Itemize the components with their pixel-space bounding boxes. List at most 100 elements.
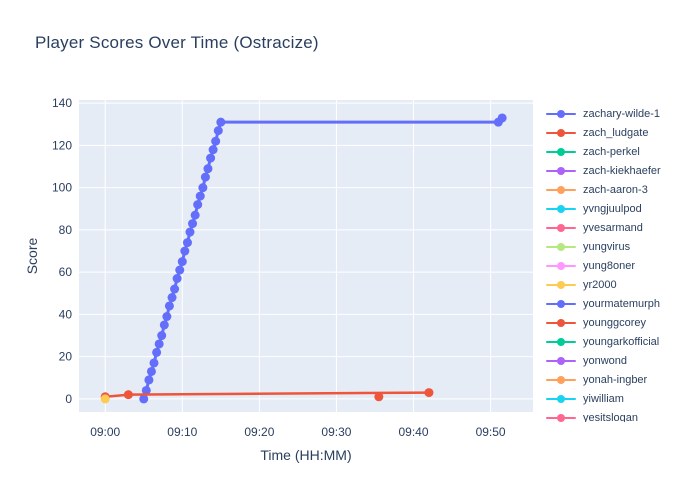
series-marker-zachary-wilde-1[interactable] <box>175 265 185 275</box>
series-marker-zachary-wilde-1[interactable] <box>177 257 187 267</box>
legend-item-yr2000[interactable]: yr2000 <box>546 275 696 294</box>
legend-label: yonah-ingber <box>583 373 648 386</box>
x-tick-label: 09:40 <box>399 425 429 439</box>
legend-item-yiwilliam[interactable]: yiwilliam <box>546 389 696 408</box>
legend-label: yvngjuulpod <box>583 202 642 215</box>
x-tick-label: 09:50 <box>476 425 506 439</box>
legend-label: yungvirus <box>583 240 631 253</box>
legend-line-marker-icon <box>546 370 576 389</box>
x-axis-title: Time (HH:MM) <box>260 447 351 463</box>
legend-line-marker-icon <box>546 180 576 199</box>
legend-item-yourmatemurph[interactable]: yourmatemurph <box>546 294 696 313</box>
series-marker-zachary-wilde-1[interactable] <box>164 301 174 311</box>
series-marker-zachary-wilde-1[interactable] <box>211 136 221 146</box>
x-tick-label: 09:30 <box>321 425 351 439</box>
series-marker-zachary-wilde-1[interactable] <box>149 358 159 368</box>
legend-line-marker-icon <box>546 313 576 332</box>
legend-item-yonwond[interactable]: yonwond <box>546 351 696 370</box>
series-marker-zachary-wilde-1[interactable] <box>198 183 208 193</box>
legend-line-marker-icon <box>546 408 576 422</box>
y-tick-label: 60 <box>59 265 73 279</box>
y-tick-label: 120 <box>52 138 72 152</box>
legend-label: youngarkofficial <box>583 335 660 348</box>
plot-area <box>79 100 533 412</box>
series-marker-zachary-wilde-1[interactable] <box>144 375 154 385</box>
legend-line-marker-icon <box>546 218 576 237</box>
x-tick-label: 09:00 <box>90 425 120 439</box>
y-tick-label: 80 <box>59 223 73 237</box>
legend-item-yvngjuulpod[interactable]: yvngjuulpod <box>546 199 696 218</box>
series-marker-zachary-wilde-1[interactable] <box>141 385 151 395</box>
legend-label: younggcorey <box>583 316 646 329</box>
series-marker-zachary-wilde-1[interactable] <box>213 126 223 136</box>
series-marker-zachary-wilde-1[interactable] <box>180 246 190 256</box>
legend-item-younggcorey[interactable]: younggcorey <box>546 313 696 332</box>
series-marker-zachary-wilde-1[interactable] <box>167 293 177 303</box>
series-marker-zachary-wilde-1[interactable] <box>203 164 213 174</box>
series-marker-zachary-wilde-1[interactable] <box>208 145 218 155</box>
legend-line-marker-icon <box>546 332 576 351</box>
legend-line-marker-icon <box>546 389 576 408</box>
legend-line-marker-icon <box>546 161 576 180</box>
legend-label: zach-perkel <box>583 145 640 158</box>
series-marker-zachary-wilde-1[interactable] <box>206 153 216 163</box>
series-marker-zachary-wilde-1[interactable] <box>497 113 507 123</box>
legend-label: yonwond <box>583 354 628 367</box>
series-marker-zachary-wilde-1[interactable] <box>162 312 172 322</box>
legend-item-yungvirus[interactable]: yungvirus <box>546 237 696 256</box>
series-marker-zachary-wilde-1[interactable] <box>172 273 182 283</box>
legend-item-yvesarmand[interactable]: yvesarmand <box>546 218 696 237</box>
legend-item-yung8oner[interactable]: yung8oner <box>546 256 696 275</box>
series-marker-zachary-wilde-1[interactable] <box>159 320 169 330</box>
legend-item-zach-perkel[interactable]: zach-perkel <box>546 142 696 161</box>
series-marker-zachary-wilde-1[interactable] <box>152 347 162 357</box>
series-marker-zachary-wilde-1[interactable] <box>157 331 167 341</box>
series-marker-zachary-wilde-1[interactable] <box>195 191 205 201</box>
y-axis-title: Score <box>24 238 40 275</box>
series-marker-zachary-wilde-1[interactable] <box>216 117 226 127</box>
legend-item-youngarkofficial[interactable]: youngarkofficial <box>546 332 696 351</box>
series-marker-zachary-wilde-1[interactable] <box>146 366 156 376</box>
legend: zachary-wilde-1 zach_ludgate zach-perkel za… <box>546 104 696 422</box>
chart-title: Player Scores Over Time (Ostracize) <box>35 33 319 52</box>
series-marker-zachary-wilde-1[interactable] <box>190 210 200 220</box>
legend-item-zach-kiekhaefer[interactable]: zach-kiekhaefer <box>546 161 696 180</box>
legend-label: yvesarmand <box>583 221 643 234</box>
series-marker-zach_ludgate[interactable] <box>424 388 434 398</box>
legend-label: yourmatemurph <box>583 297 661 310</box>
legend-item-zach-aaron-3[interactable]: zach-aaron-3 <box>546 180 696 199</box>
series-marker-zachary-wilde-1[interactable] <box>185 227 195 237</box>
legend-item-yonah-ingber[interactable]: yonah-ingber <box>546 370 696 389</box>
legend-line-marker-icon <box>546 237 576 256</box>
series-marker-zachary-wilde-1[interactable] <box>154 339 164 349</box>
legend-label: zachary-wilde-1 <box>583 107 661 120</box>
series-marker-zachary-wilde-1[interactable] <box>188 219 198 229</box>
legend-label: yesitslogan <box>583 411 639 423</box>
legend-label: yung8oner <box>583 259 635 272</box>
legend-label: yr2000 <box>583 278 617 291</box>
legend-label: zach_ludgate <box>583 126 649 139</box>
y-tick-label: 140 <box>52 96 72 110</box>
legend-line-marker-icon <box>546 199 576 218</box>
series-marker-yr2000[interactable] <box>100 394 110 404</box>
legend-line-marker-icon <box>546 351 576 370</box>
series-marker-zach_ludgate[interactable] <box>123 390 133 400</box>
legend-label: yiwilliam <box>583 392 624 405</box>
series-marker-zachary-wilde-1[interactable] <box>193 200 203 210</box>
legend-line-marker-icon <box>546 275 576 294</box>
series-marker-zachary-wilde-1[interactable] <box>139 394 149 404</box>
legend-line-marker-icon <box>546 294 576 313</box>
x-tick-label: 09:10 <box>167 425 197 439</box>
series-marker-zachary-wilde-1[interactable] <box>182 238 192 248</box>
legend-item-yesitslogan[interactable]: yesitslogan <box>546 408 696 422</box>
legend-label: zach-kiekhaefer <box>583 164 661 177</box>
series-marker-zachary-wilde-1[interactable] <box>200 172 210 182</box>
series-marker-younggcorey[interactable] <box>374 392 384 402</box>
x-tick-label: 09:20 <box>244 425 274 439</box>
legend-item-zach_ludgate[interactable]: zach_ludgate <box>546 123 696 142</box>
y-tick-label: 20 <box>59 350 73 364</box>
series-marker-zachary-wilde-1[interactable] <box>170 284 180 294</box>
legend-line-marker-icon <box>546 256 576 275</box>
legend-item-zachary-wilde-1[interactable]: zachary-wilde-1 <box>546 104 696 123</box>
